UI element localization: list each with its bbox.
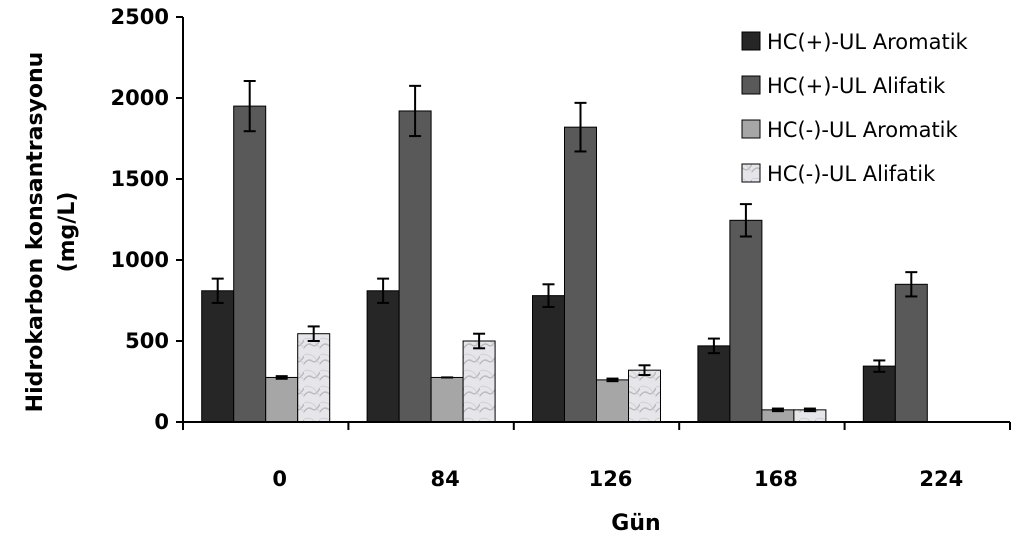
bar-4-126 [628,369,661,423]
bar-series-group [201,105,928,423]
legend-swatch [741,31,761,51]
legend-swatch [741,163,761,183]
x-tick-label: 168 [754,467,798,491]
bar-2-126 [564,126,597,423]
bar-4-0 [297,333,331,423]
y-tick-label: 2000 [111,86,169,110]
legend-label: HC(-)-UL Alifatik [767,162,936,186]
legend-swatch [741,75,761,95]
bar-3-84 [430,376,464,423]
axis-lines [182,17,1010,423]
x-tick-label: 126 [589,467,633,491]
y-tick-label: 1000 [111,248,169,272]
x-tick-label: 0 [272,467,287,491]
y-tick-label: 500 [125,329,169,353]
legend-label: HC(-)-UL Aromatik [767,118,959,142]
bar-1-126 [532,295,565,423]
legend-label: HC(+)-UL Alifatik [767,74,946,98]
bar-2-224 [894,283,928,423]
legend-swatch [741,119,761,139]
y-axis: 0 500 1000 1500 2000 2500 [111,5,183,434]
y-axis-title: Hidrokarbon konsantrasyonu (mg/L) [23,52,80,413]
x-axis: 0 84 126 168 224 [182,422,1011,491]
x-axis-title: Gün [611,511,660,536]
error-bars [211,79,918,413]
bar-1-84 [366,290,400,423]
y-tick-label: 0 [154,410,169,434]
x-tick-label: 224 [919,467,963,491]
bar-3-126 [596,379,629,423]
legend-label: HC(+)-UL Aromatik [767,30,969,54]
bar-1-168 [697,345,731,423]
y-tick-label: 2500 [111,5,169,29]
y-axis-title-line2: (mg/L) [55,192,80,273]
bar-1-224 [862,365,896,423]
y-axis-title-line1: Hidrokarbon konsantrasyonu [23,52,48,413]
bar-2-84 [398,110,432,423]
y-tick-label: 1500 [111,167,169,191]
bar-1-0 [201,290,235,423]
bar-2-0 [233,105,267,423]
legend: HC(+)-UL Aromatik HC(+)-UL Alifatik HC(-)-… [741,30,969,186]
x-tick-label: 84 [430,467,459,491]
bar-4-84 [462,340,496,423]
bar-3-0 [265,376,299,423]
bar-2-168 [729,219,763,423]
